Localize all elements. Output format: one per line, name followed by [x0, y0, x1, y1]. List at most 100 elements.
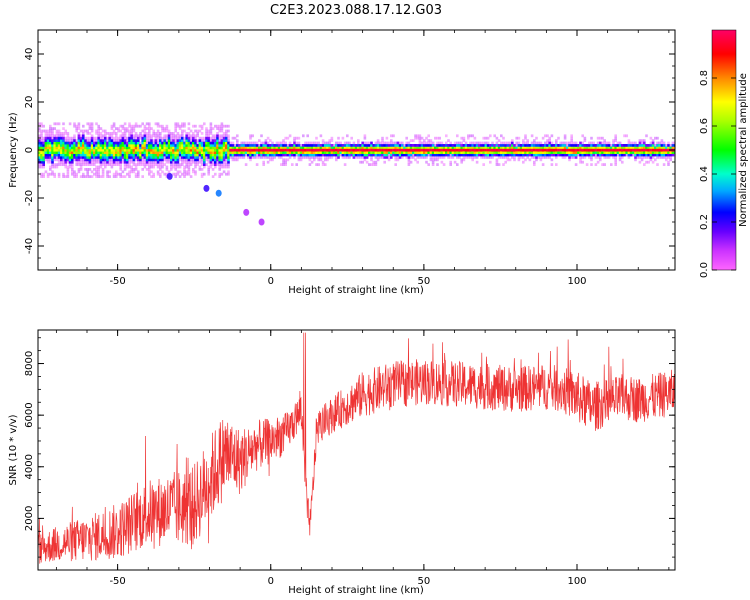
spectrogram-cell [115, 172, 118, 176]
spectrogram-cell [438, 141, 441, 145]
spectrogram-cell [161, 170, 164, 174]
spectrogram-cell [566, 144, 569, 147]
spectrogram-ridge-cell [555, 148, 558, 152]
spectrogram-cell [159, 136, 162, 140]
spectrogram-cell [73, 158, 76, 162]
spectrogram-cell [55, 132, 59, 135]
spectrogram-cell [374, 153, 378, 157]
spectrogram-cell [106, 136, 109, 140]
spectrogram-cell [585, 163, 589, 166]
spectrogram-cell [86, 139, 89, 142]
spectrogram-cell [280, 156, 283, 159]
spectrogram-cell [361, 156, 364, 159]
spectrogram-cell [71, 172, 74, 176]
spectrogram-ridge-cell [658, 148, 661, 152]
spectrogram-cell [502, 151, 505, 154]
spectrogram-cell [502, 141, 505, 145]
spectrogram-cell [187, 132, 191, 135]
spectrogram-cell [548, 151, 551, 154]
spectrogram-cell [174, 151, 177, 154]
spectrogram-cell [222, 163, 226, 166]
spectrogram-cell [95, 168, 98, 171]
spectrogram-cell [137, 156, 140, 159]
spectrogram-cell [568, 156, 571, 159]
spectrogram-cell [218, 163, 221, 166]
spectrogram-cell [249, 158, 252, 162]
spectrogram-cell [339, 144, 342, 147]
spectrogram-cell [181, 148, 184, 152]
spectrogram-cell [539, 153, 543, 157]
spectrogram-cell [49, 127, 52, 130]
spectrogram-cell [508, 153, 512, 157]
spectrogram-cell [196, 158, 199, 162]
spectrogram-cell [187, 136, 191, 140]
spectrogram-cell [104, 139, 107, 142]
spectrogram-cell [53, 175, 56, 178]
spectrogram-ridge-cell [434, 148, 437, 152]
spectrogram-cell [108, 156, 111, 159]
spectrogram-cell [71, 153, 74, 157]
spectrogram-cell [84, 158, 87, 162]
spectrogram-cell [405, 151, 408, 154]
spectrogram-cell [579, 153, 582, 157]
spectrogram-cell [205, 139, 208, 142]
spectrogram-cell [449, 144, 452, 147]
spectrogram-cell [317, 158, 320, 162]
spectrogram-cell [634, 151, 637, 154]
spectrogram-ridge-cell [548, 148, 551, 152]
spectrogram-cell [161, 136, 164, 140]
spectrogram-cell [148, 134, 151, 138]
spectrogram-ridge-cell [456, 148, 459, 152]
spectrogram-cell [247, 156, 250, 159]
spectrogram-cell [385, 156, 389, 159]
spectrogram-cell [139, 124, 142, 128]
spectrogram-cell [412, 151, 415, 154]
spectrogram-cell [264, 153, 268, 157]
spectrogram-cell [486, 141, 490, 145]
spectrogram-cell [227, 144, 230, 147]
spectrogram-cell [178, 136, 182, 140]
spectrogram-cell [599, 153, 602, 157]
spectrogram-cell [40, 165, 43, 169]
spectrogram-cell [172, 156, 175, 159]
spectrogram-cell [97, 172, 100, 176]
spectrogram-cell [266, 136, 270, 140]
spectrogram-cell [401, 141, 404, 145]
spectrogram-ridge-cell [513, 148, 516, 152]
spectrogram-cell [152, 144, 155, 147]
spectrogram-cell [656, 141, 659, 145]
spectrogram-cell [220, 144, 224, 147]
spectrogram-cell [211, 175, 215, 178]
spectrogram-cell [447, 146, 450, 150]
spectrogram-ridge-cell [332, 148, 336, 152]
spectrogram-cell [484, 153, 488, 157]
spectrogram-cell [82, 148, 85, 152]
spectrogram-cell [550, 158, 554, 162]
spectrogram-cell [71, 151, 74, 154]
spectrogram-ridge-cell [517, 148, 521, 152]
spectrogram-cell [196, 153, 199, 157]
spectrogram-cell [376, 141, 380, 145]
spectrogram-cell [214, 151, 217, 154]
spectrogram-ridge-cell [502, 148, 505, 152]
spectrogram-cell [563, 146, 567, 150]
spectrogram-cell [82, 153, 85, 157]
spectrogram-cell [104, 148, 107, 152]
spectrogram-cell [123, 144, 127, 147]
spectrogram-cell [574, 141, 578, 145]
spectrogram-cell [546, 146, 549, 150]
spectrogram-cell [427, 153, 430, 157]
spectrogram-cell [607, 156, 611, 159]
spectrogram-cell [645, 146, 648, 150]
spectrogram-cell [93, 151, 96, 154]
spectrogram-cell [112, 129, 116, 133]
spectrogram-cell [211, 136, 215, 140]
spectrogram-cell [306, 144, 309, 147]
spectrogram-cell [403, 153, 406, 157]
spectrogram-cell [156, 134, 160, 138]
spectrogram-cell [194, 146, 197, 150]
spectrogram-cell [467, 156, 470, 159]
spectrogram-cell [128, 132, 131, 135]
spectrogram-cell [207, 132, 210, 135]
spectrogram-ridge-cell [291, 148, 294, 152]
